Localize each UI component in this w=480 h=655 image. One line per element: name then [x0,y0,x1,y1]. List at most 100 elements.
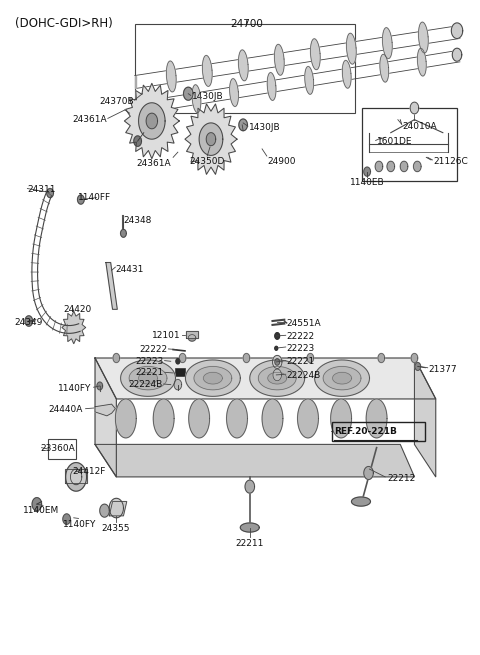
Polygon shape [97,382,103,390]
Polygon shape [135,75,136,88]
Polygon shape [120,229,126,237]
Polygon shape [411,354,418,363]
Text: 24440A: 24440A [48,405,82,415]
Polygon shape [206,133,216,145]
Polygon shape [451,23,463,39]
Polygon shape [32,498,42,511]
Polygon shape [129,366,167,390]
Polygon shape [185,360,240,396]
Polygon shape [275,359,279,365]
Polygon shape [120,360,176,396]
Polygon shape [245,480,254,493]
Polygon shape [419,22,428,53]
Bar [332,422,425,441]
Polygon shape [106,263,117,309]
Text: 24311: 24311 [27,185,56,195]
Polygon shape [192,84,201,113]
Polygon shape [113,354,120,363]
Text: 22222: 22222 [287,332,315,341]
Polygon shape [400,161,408,172]
Bar [362,108,457,181]
Polygon shape [380,54,389,82]
Polygon shape [115,399,136,438]
Polygon shape [62,311,85,344]
Polygon shape [298,399,318,438]
Bar [48,440,76,458]
Polygon shape [95,404,115,416]
Polygon shape [158,99,159,111]
Polygon shape [364,167,371,176]
Polygon shape [418,48,426,76]
Text: 22212: 22212 [387,474,415,483]
Polygon shape [452,48,462,61]
Polygon shape [410,102,419,114]
Polygon shape [275,333,279,339]
Polygon shape [109,498,123,518]
Text: 23360A: 23360A [41,445,75,453]
Polygon shape [311,39,320,69]
Polygon shape [71,469,82,485]
Polygon shape [305,66,313,94]
Text: 22211: 22211 [236,538,264,548]
Text: 1140EM: 1140EM [23,506,59,515]
Polygon shape [109,502,127,516]
Polygon shape [188,335,196,341]
Text: 22224B: 22224B [129,380,163,389]
Polygon shape [124,83,179,159]
Polygon shape [383,28,392,58]
Polygon shape [95,358,116,477]
Polygon shape [239,50,248,81]
Text: 1140FY: 1140FY [63,521,96,529]
Polygon shape [186,331,198,338]
Polygon shape [239,119,247,131]
Text: 24361A: 24361A [136,159,171,168]
Polygon shape [183,87,193,100]
Polygon shape [250,360,305,396]
Text: 24900: 24900 [268,157,296,166]
Text: 22223: 22223 [135,357,164,365]
Text: 1601DE: 1601DE [377,138,412,146]
Text: 1430JB: 1430JB [192,92,224,102]
Text: REF.20-221B: REF.20-221B [334,427,397,436]
Polygon shape [199,123,223,155]
Polygon shape [273,356,282,368]
Text: (DOHC-GDI>RH): (DOHC-GDI>RH) [14,17,112,30]
Text: 12101: 12101 [152,331,180,341]
Polygon shape [65,469,87,483]
Polygon shape [364,466,373,479]
Text: 22223: 22223 [287,344,315,353]
Polygon shape [342,60,351,88]
Text: 22224B: 22224B [287,371,321,380]
Text: 1140EB: 1140EB [350,178,384,187]
Text: 24355: 24355 [101,523,130,533]
Polygon shape [139,372,157,384]
Polygon shape [347,33,356,64]
Polygon shape [258,366,296,390]
Polygon shape [194,366,232,390]
Polygon shape [415,363,420,370]
Text: 24348: 24348 [123,216,152,225]
Polygon shape [146,113,157,129]
Polygon shape [331,399,351,438]
Polygon shape [25,316,33,326]
Bar [176,368,185,376]
Polygon shape [275,45,284,75]
Polygon shape [378,354,384,363]
Polygon shape [351,497,371,506]
Polygon shape [66,462,86,491]
Polygon shape [189,399,210,438]
Polygon shape [176,359,180,364]
Text: 24349: 24349 [14,318,43,327]
Polygon shape [139,103,165,139]
Polygon shape [185,104,237,174]
Polygon shape [268,372,287,384]
Text: 24412F: 24412F [73,467,106,476]
Polygon shape [267,73,276,100]
Polygon shape [47,189,53,198]
Polygon shape [153,399,174,438]
Text: 22221: 22221 [287,358,315,366]
Polygon shape [323,366,361,390]
Text: 24551A: 24551A [287,319,321,328]
Polygon shape [333,372,351,384]
Polygon shape [174,379,181,390]
